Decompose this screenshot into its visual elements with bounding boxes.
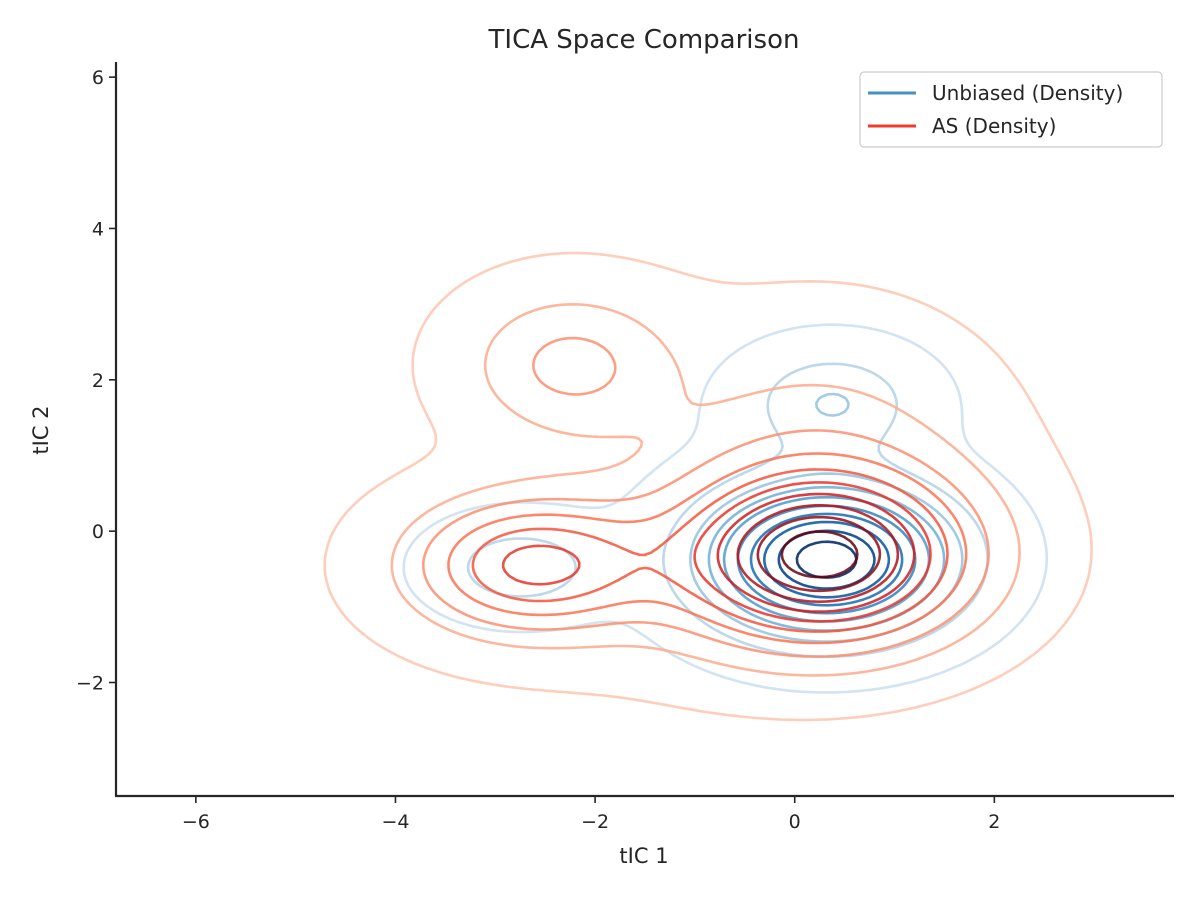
contour-series-unbiased [402,323,1049,694]
y-tick-label: 6 [92,67,104,89]
contour-level-as [756,515,882,593]
x-axis-label: tIC 1 [619,844,668,868]
contour-level-as [736,504,900,603]
contour-series-as [323,251,1093,722]
contour-level-as [390,303,1021,677]
contour-level-as [323,251,1093,722]
y-ticks: −2 0 2 4 6 [76,67,116,694]
contour-level-as [780,530,859,579]
legend-frame [859,71,1163,148]
x-tick-label: −4 [381,811,409,833]
y-tick-label: 4 [92,218,104,240]
contour-level-unbiased [402,323,1049,694]
x-tick-label: −2 [581,811,609,833]
y-axis-label: tIC 2 [29,405,53,454]
y-tick-label: −2 [76,672,104,694]
y-tick-label: 0 [92,521,104,543]
chart-title: TICA Space Comparison [488,25,800,55]
contour-level-as [716,492,916,613]
x-ticks: −6 −4 −2 0 2 [182,796,1000,833]
x-tick-label: 2 [988,811,1000,833]
contour-level-as [501,481,932,623]
legend: Unbiased (Density) AS (Density) [859,71,1163,148]
x-tick-label: 0 [789,811,801,833]
contour-level-as [471,468,949,633]
contour-level-unbiased [795,540,858,579]
x-tick-label: −6 [182,811,210,833]
contour-level-as [447,452,968,645]
legend-label-unbiased: Unbiased (Density) [932,81,1123,105]
y-tick-label: 2 [92,370,104,392]
contour-level-as [422,336,990,658]
legend-label-as: AS (Density) [932,114,1056,138]
